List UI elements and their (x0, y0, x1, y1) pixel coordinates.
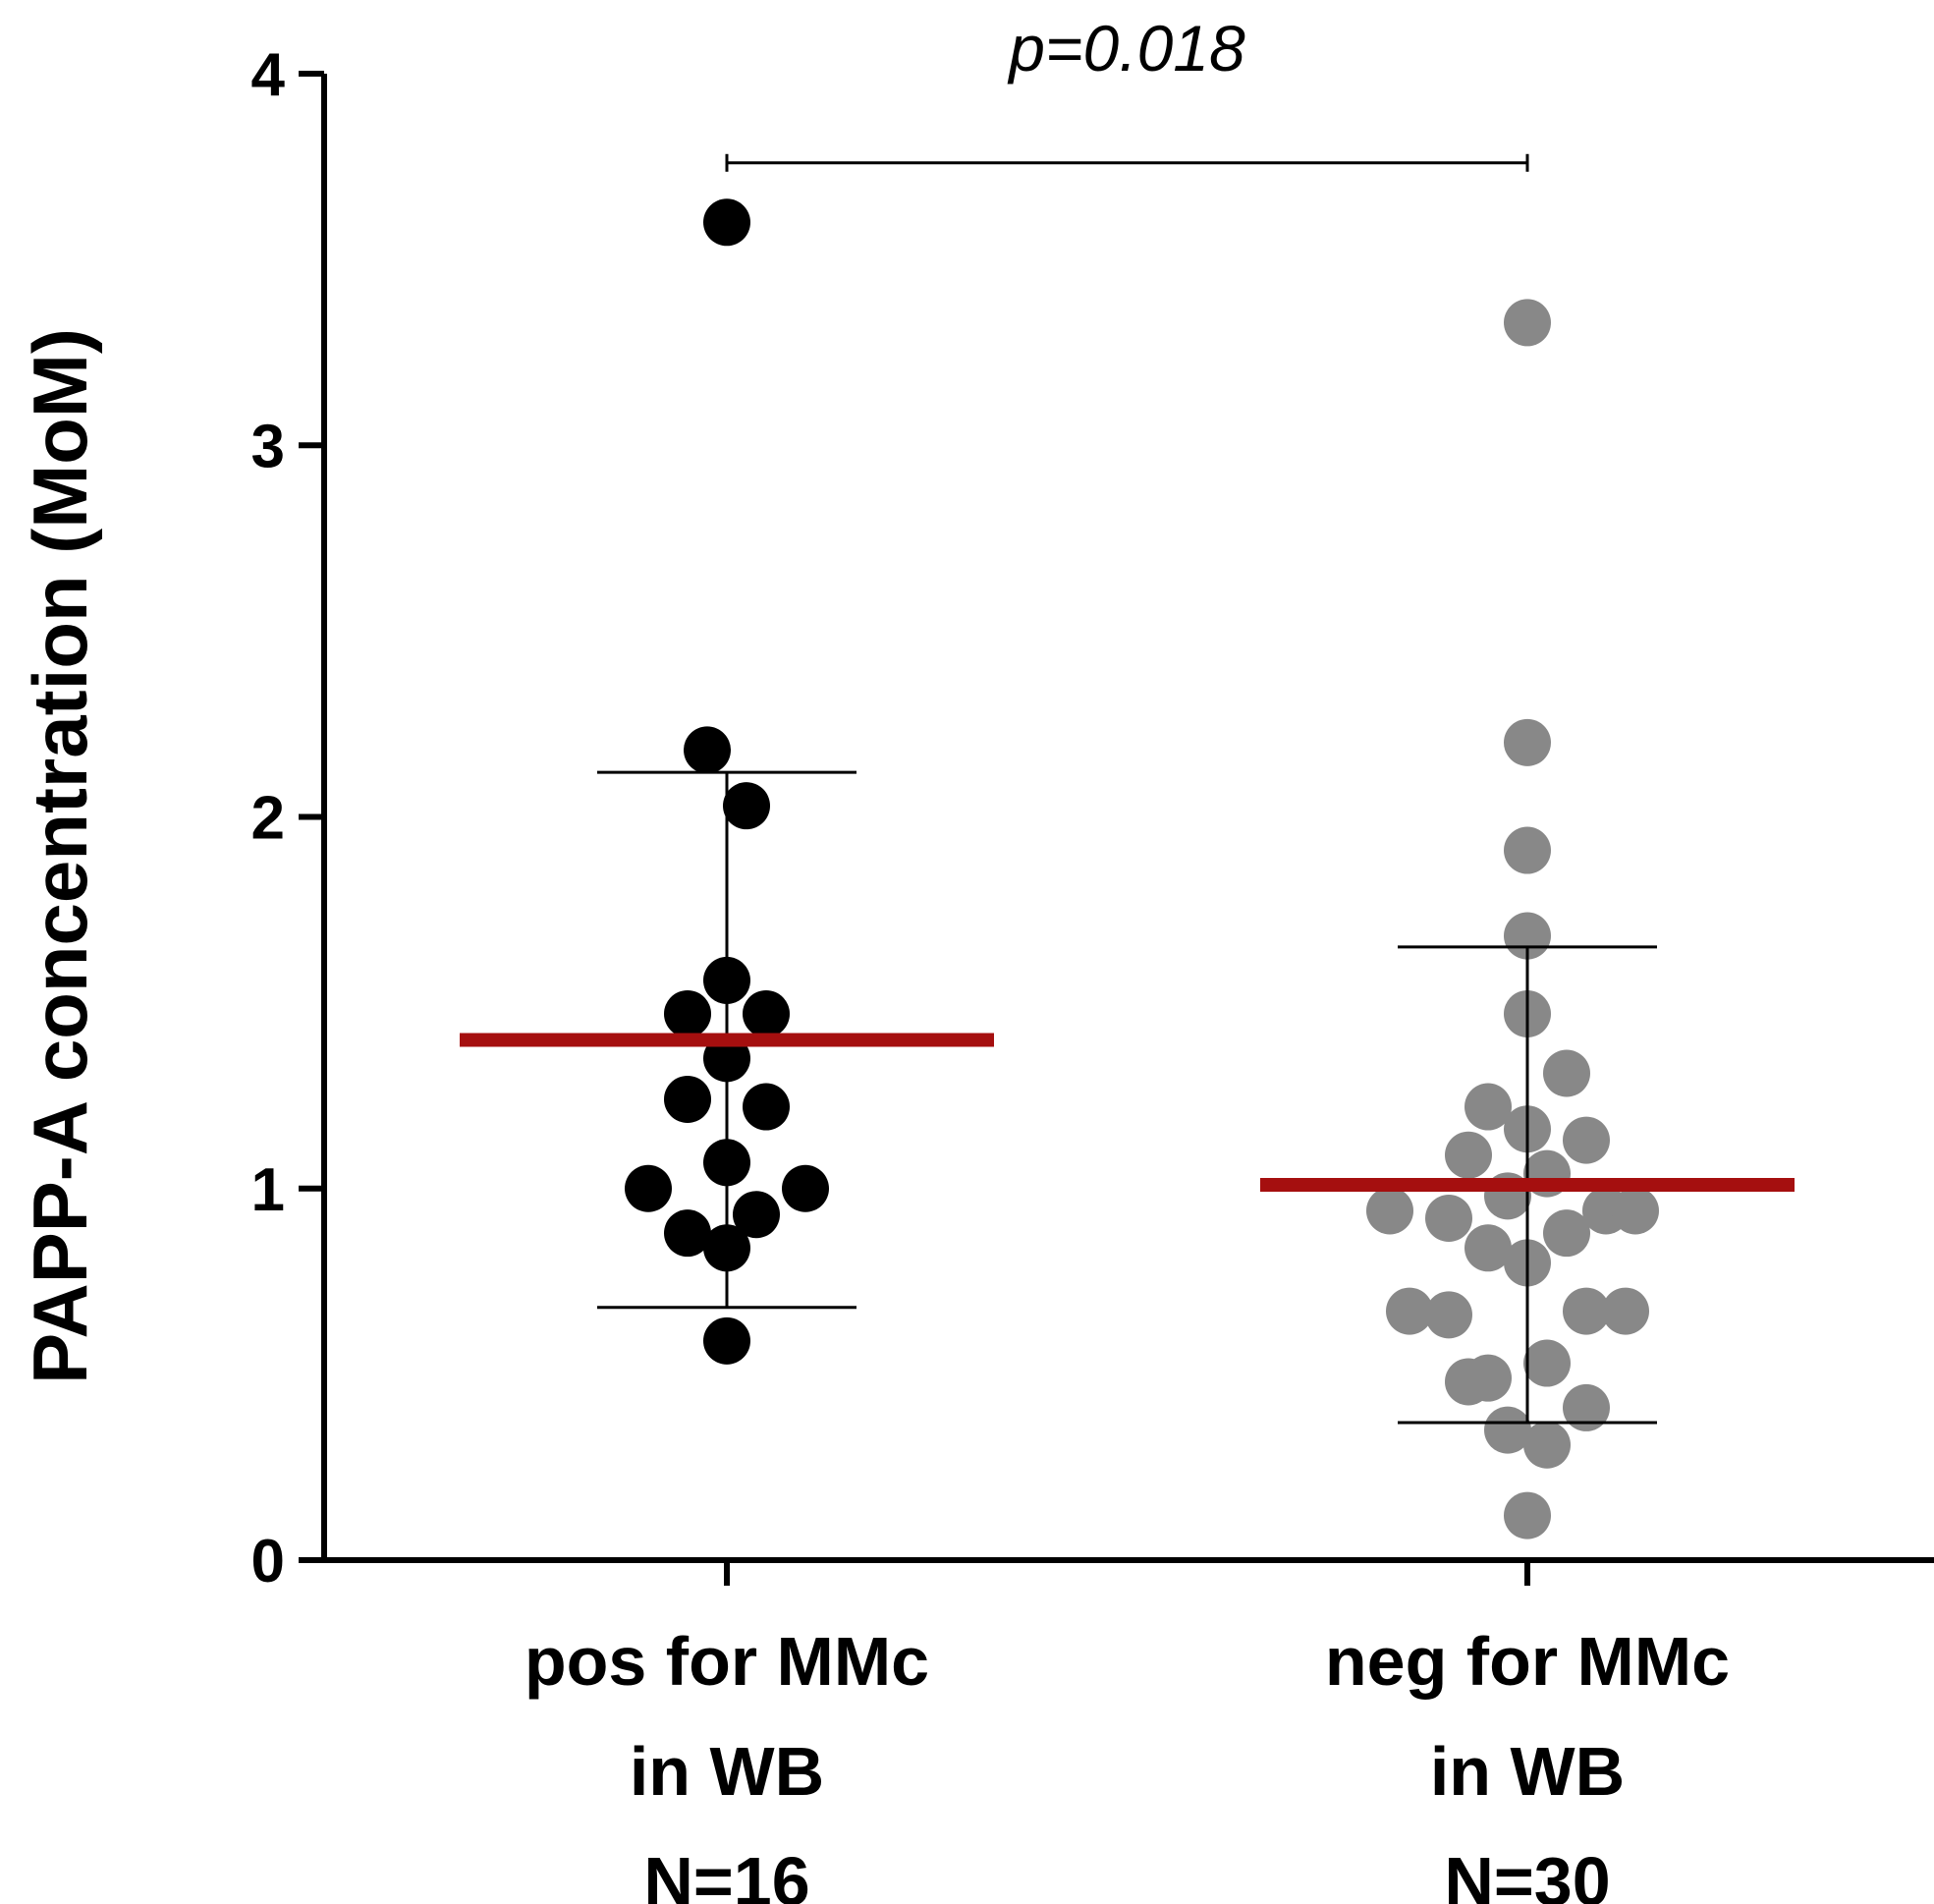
x-category-label: in WB (1430, 1733, 1625, 1810)
x-category-label: N=16 (643, 1843, 809, 1904)
data-point (664, 989, 711, 1037)
data-point (782, 1164, 829, 1212)
data-point (625, 1164, 672, 1212)
data-point (723, 782, 770, 830)
series-pos (460, 198, 994, 1365)
data-point (1602, 1287, 1649, 1335)
x-category-label: pos for MMc (525, 1623, 929, 1700)
data-point (1504, 1491, 1551, 1540)
data-point (1445, 1131, 1492, 1179)
data-point (733, 1191, 780, 1239)
data-point (684, 726, 731, 774)
data-point (743, 989, 790, 1037)
y-tick-label: 4 (251, 41, 286, 109)
data-point (1464, 1083, 1512, 1131)
series-neg (1260, 299, 1795, 1540)
data-point (1504, 718, 1551, 766)
data-point (1523, 1421, 1571, 1469)
data-point (703, 198, 750, 247)
data-point (664, 1209, 711, 1258)
data-point (1484, 1406, 1531, 1454)
data-point (1543, 1209, 1590, 1258)
data-point (1504, 299, 1551, 347)
data-point (1523, 1339, 1571, 1387)
y-tick-label: 3 (251, 413, 285, 480)
y-tick-label: 0 (251, 1528, 285, 1596)
data-point (1425, 1291, 1472, 1339)
data-point (1504, 826, 1551, 874)
data-point (1445, 1358, 1492, 1406)
data-point (1563, 1116, 1610, 1164)
data-point (703, 1316, 750, 1365)
data-point (743, 1083, 790, 1131)
y-tick-label: 2 (251, 785, 285, 853)
data-point (1464, 1224, 1512, 1272)
x-category-label: N=30 (1444, 1843, 1610, 1904)
data-point (1612, 1187, 1659, 1235)
data-point (1543, 1049, 1590, 1097)
data-point (1366, 1187, 1413, 1235)
y-tick-label: 1 (251, 1156, 285, 1224)
data-point (1386, 1287, 1433, 1335)
x-category-label: in WB (630, 1733, 824, 1810)
data-point (1563, 1383, 1610, 1431)
x-category-label: neg for MMc (1325, 1623, 1730, 1700)
data-point (1425, 1195, 1472, 1243)
data-point (664, 1075, 711, 1123)
p-value-annotation: p=0.018 (1007, 12, 1245, 84)
data-point (1563, 1287, 1610, 1335)
y-axis-label: PAPP-A concentration (MoM) (17, 328, 103, 1384)
